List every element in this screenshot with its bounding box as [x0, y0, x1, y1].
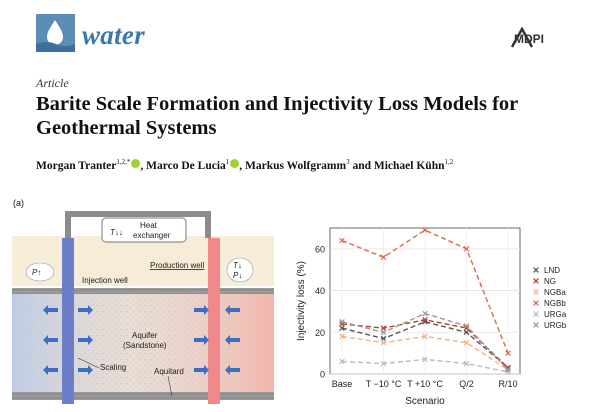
data-point	[463, 339, 470, 346]
author-separator: and	[349, 159, 374, 172]
pressure-rise-label: P↑	[32, 268, 41, 277]
author-affiliation: 1,2	[444, 158, 454, 166]
y-tick-label: 40	[315, 286, 325, 296]
data-point	[463, 323, 470, 329]
data-point	[505, 367, 511, 373]
temperature-drop-label-right: T↓	[233, 261, 242, 270]
author-name[interactable]: Markus Wolfgramm	[245, 159, 347, 172]
data-point	[463, 329, 470, 336]
injection-well	[62, 238, 74, 404]
flow-arrows	[43, 305, 240, 375]
geothermal-schematic: Heat exchanger T↓↓ Production well Injec…	[12, 208, 274, 404]
publisher-text: MDPI	[514, 32, 544, 46]
chart-series	[339, 227, 511, 375]
author-name[interactable]: Michael Kühn	[373, 159, 445, 172]
publisher-logo: MDPI	[510, 26, 558, 49]
data-point	[339, 319, 345, 325]
data-point	[380, 254, 387, 261]
data-point	[463, 360, 470, 367]
pressure-bubble	[25, 262, 55, 282]
data-point	[380, 335, 387, 342]
sandstone-label: (Sandstone)	[123, 341, 167, 350]
data-point	[339, 358, 345, 365]
journal-logo	[36, 14, 75, 52]
legend-label: NGBa	[544, 288, 566, 297]
author-affiliation: 1	[225, 158, 230, 166]
data-point	[422, 333, 428, 340]
journal-name: water	[82, 20, 146, 50]
aquitard-layer	[12, 392, 274, 400]
data-point	[422, 356, 428, 363]
data-point	[380, 360, 387, 367]
data-point	[339, 325, 345, 331]
legend-label: URGa	[544, 310, 567, 319]
legend-label: NG	[544, 277, 556, 286]
data-point	[339, 333, 345, 340]
panel-label: (a)	[13, 198, 24, 208]
data-point	[422, 316, 428, 323]
data-point	[339, 237, 345, 244]
heat-exchanger-label-2: exchanger	[133, 231, 171, 240]
author-separator: ,	[140, 159, 147, 172]
mdpi-logo-icon: MDPI	[510, 26, 544, 48]
data-point	[422, 227, 428, 233]
x-tick-label: Base	[332, 379, 353, 389]
series-line-lnd	[341, 321, 509, 369]
scaling-label: Scaling	[100, 363, 126, 372]
series-line-ngbb	[341, 229, 509, 354]
x-tick-label: T −10 °C	[366, 379, 402, 389]
heat-exchanger-box	[101, 217, 187, 243]
data-point	[505, 364, 511, 371]
paper-title: Barite Scale Formation and Injectivity L…	[36, 93, 518, 139]
legend-marker	[533, 300, 539, 306]
data-point	[463, 246, 470, 252]
pressure-drop-label-right: P↓	[233, 271, 242, 280]
legend-label: URGb	[544, 321, 567, 330]
cap-rock	[12, 288, 274, 294]
y-tick-label: 0	[320, 370, 325, 380]
x-tick-label: R/10	[498, 379, 517, 389]
author-affiliation: 3	[346, 158, 350, 166]
data-point	[380, 329, 387, 336]
x-tick-label: Q/2	[459, 379, 474, 389]
y-axis-label: Injectivity loss (%)	[296, 261, 307, 341]
water-drop-icon	[36, 20, 75, 52]
legend-marker	[533, 267, 539, 273]
article-type: Article	[36, 76, 69, 90]
legend-label: LND	[544, 266, 560, 275]
data-point	[505, 350, 511, 356]
production-well-label: Production well	[150, 261, 204, 270]
y-tick-label: 60	[315, 244, 325, 254]
injectivity-loss-chart: 0 20 40 60 Base T −10 °C T +10 °C Q/2 R/10 LND NG…	[296, 227, 567, 407]
legend-marker	[533, 278, 539, 284]
data-point	[422, 310, 428, 317]
legend-label: NGBb	[544, 299, 566, 308]
legend-marker	[533, 289, 539, 295]
injection-well-label: Injection well	[82, 276, 128, 285]
legend-marker	[533, 311, 539, 317]
data-point	[505, 369, 511, 375]
x-axis-label: Scenario	[405, 396, 445, 407]
author-list: Morgan Tranter1,2,*, Marco De Lucia1, Ma…	[36, 158, 596, 172]
orcid-icon[interactable]	[131, 158, 141, 168]
chart-legend: LND NG NGBa NGBb URGa URGb	[533, 266, 567, 330]
author-name[interactable]: Morgan Tranter	[36, 159, 117, 172]
y-tick-label: 20	[315, 328, 325, 338]
author-name[interactable]: Marco De Lucia	[146, 159, 226, 172]
orcid-icon[interactable]	[230, 158, 240, 168]
x-tick-label: T +10 °C	[407, 379, 443, 389]
data-point	[463, 325, 470, 331]
author-affiliation: 1,2,*	[116, 158, 131, 166]
temp-pressure-bubble	[226, 257, 254, 283]
production-well	[208, 238, 220, 404]
data-point	[380, 325, 387, 331]
temperature-drop-label: T↓↓	[110, 228, 123, 237]
data-point	[380, 339, 387, 346]
author-separator: ,	[239, 159, 246, 172]
aquitard-label: Aquitard	[154, 367, 184, 376]
legend-marker	[533, 322, 539, 328]
aquifer-label: Aquifer	[132, 331, 158, 340]
heat-exchanger-label: Heat	[140, 221, 158, 230]
chart-axes: 0 20 40 60 Base T −10 °C T +10 °C Q/2 R/10	[315, 244, 518, 389]
